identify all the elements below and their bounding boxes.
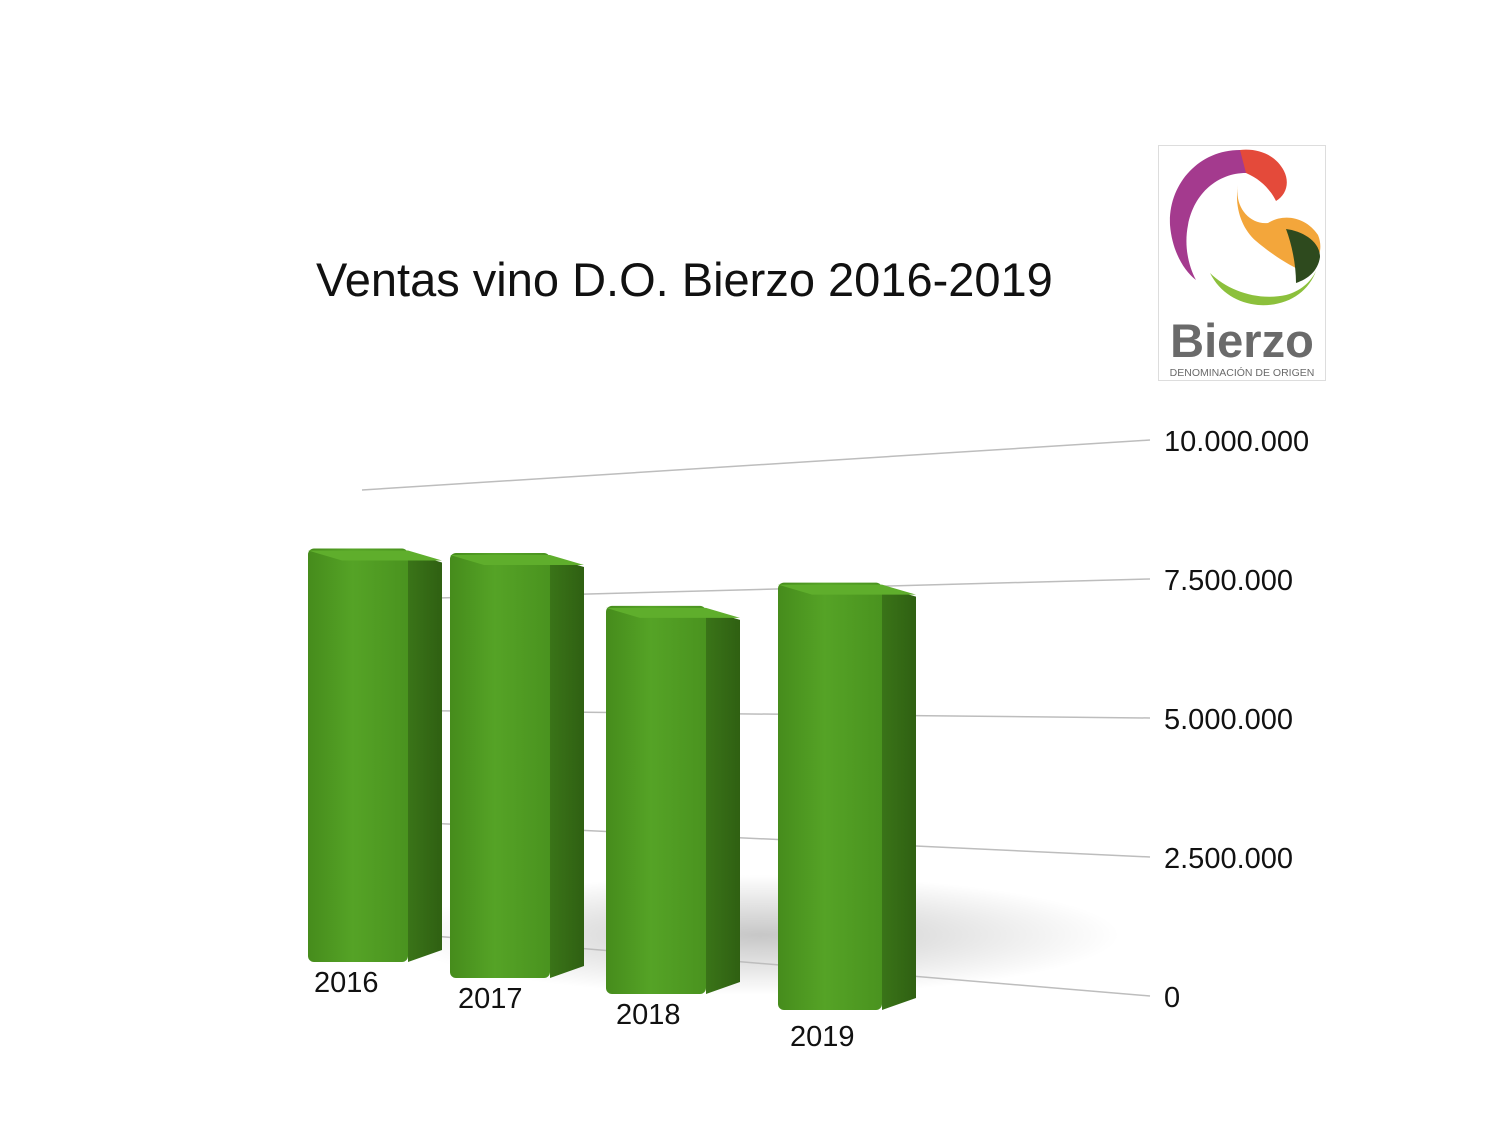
bar-front — [778, 582, 882, 1010]
bars — [308, 548, 916, 1010]
x-category-label: 2018 — [616, 999, 681, 1031]
chart-title: Ventas vino D.O. Bierzo 2016-2019 — [316, 253, 1053, 306]
bar-2017 — [450, 552, 584, 978]
bar-side — [408, 552, 442, 962]
logo-green-wave — [1210, 271, 1316, 306]
logo-subtitle: DENOMINACIÓN DE ORIGEN — [1170, 366, 1315, 379]
bar-2018 — [606, 605, 740, 994]
x-axis-categories: 2016 2017 2018 2019 — [314, 967, 855, 1053]
bar-top — [308, 550, 442, 561]
logo-red-curl — [1240, 149, 1287, 201]
bar-side — [550, 556, 584, 978]
y-tick-label: 10.000.000 — [1164, 426, 1309, 458]
x-category-label: 2016 — [314, 967, 379, 999]
bar-front — [308, 548, 408, 962]
gridline — [361, 439, 1151, 491]
bar-side — [882, 586, 916, 1010]
y-tick-label: 7.500.000 — [1164, 565, 1293, 597]
bar-side — [706, 609, 740, 994]
bar-top — [606, 607, 740, 618]
y-tick-label: 2.500.000 — [1164, 843, 1293, 875]
x-category-label: 2019 — [790, 1021, 855, 1053]
y-axis-ticks: 0 2.500.000 5.000.000 7.500.000 10.000.000 — [1164, 426, 1309, 1014]
logo-wordmark: Bierzo — [1170, 314, 1314, 367]
y-tick-label: 0 — [1164, 982, 1180, 1014]
bar-front — [606, 605, 706, 994]
x-category-label: 2017 — [458, 983, 523, 1015]
bierzo-logo: Bierzo DENOMINACIÓN DE ORIGEN — [1158, 145, 1326, 381]
y-tick-label: 5.000.000 — [1164, 704, 1293, 736]
bar-2019 — [778, 582, 916, 1010]
bar-front — [450, 552, 550, 978]
bar-2016 — [308, 548, 442, 962]
bar-top — [450, 554, 584, 565]
bar-top — [778, 584, 916, 595]
logo-magenta-arc — [1169, 150, 1253, 280]
logo-dark-leaf — [1286, 229, 1320, 283]
